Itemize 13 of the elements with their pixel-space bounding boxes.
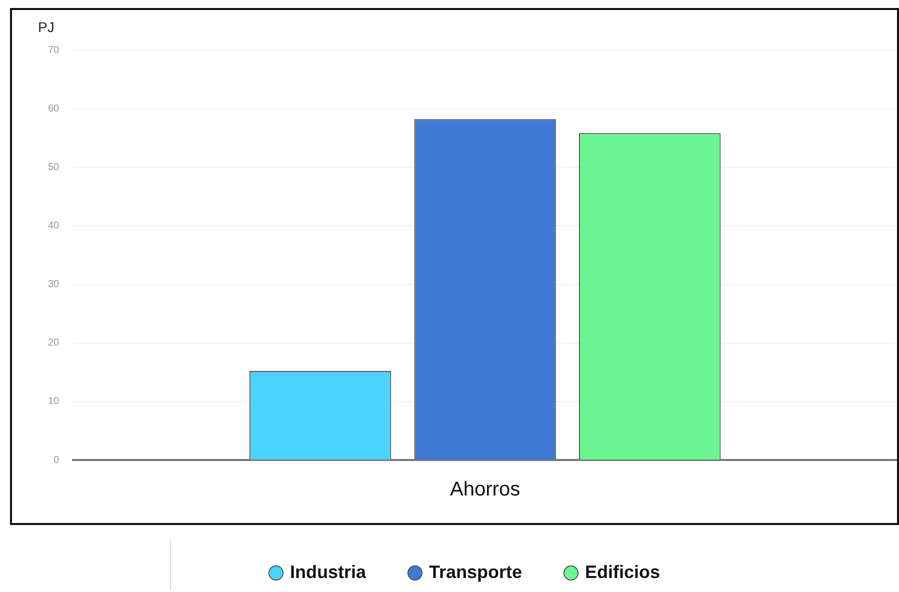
- y-tick-label: 10: [48, 396, 60, 408]
- legend-label: Transporte: [428, 562, 522, 582]
- y-axis-title: PJ: [38, 18, 54, 35]
- y-tick-label: 20: [48, 338, 60, 349]
- y-tick-label: 70: [48, 44, 60, 56]
- x-tick-label: Ahorros: [450, 478, 520, 501]
- y-tick-label: 30: [48, 279, 60, 290]
- legend-label: Industria: [290, 562, 367, 582]
- y-tick-label: 60: [48, 103, 60, 114]
- y-tick-label: 40: [48, 220, 60, 232]
- y-tick-label: 50: [48, 162, 60, 173]
- y-tick-label: 0: [54, 454, 60, 466]
- legend-label: Edificios: [585, 562, 660, 582]
